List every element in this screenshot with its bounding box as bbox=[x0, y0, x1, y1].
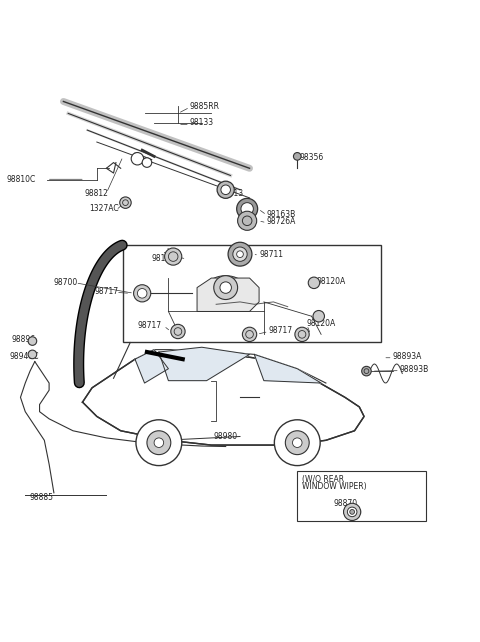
Circle shape bbox=[136, 420, 182, 465]
Ellipse shape bbox=[206, 275, 245, 300]
FancyBboxPatch shape bbox=[297, 471, 426, 521]
Circle shape bbox=[220, 282, 231, 293]
Text: 98133: 98133 bbox=[190, 118, 214, 127]
Text: 98893B: 98893B bbox=[400, 365, 429, 374]
Circle shape bbox=[242, 327, 257, 342]
Text: 98885: 98885 bbox=[29, 493, 53, 502]
Text: 98120A: 98120A bbox=[307, 319, 336, 328]
Circle shape bbox=[313, 311, 324, 322]
FancyBboxPatch shape bbox=[123, 245, 381, 342]
Text: 1327AC: 1327AC bbox=[90, 204, 120, 213]
Circle shape bbox=[295, 327, 309, 342]
Text: 98810C: 98810C bbox=[6, 175, 36, 184]
Circle shape bbox=[293, 153, 301, 160]
Circle shape bbox=[308, 277, 320, 288]
Text: 98896: 98896 bbox=[12, 334, 36, 343]
Circle shape bbox=[137, 288, 147, 298]
Circle shape bbox=[350, 510, 355, 514]
Circle shape bbox=[165, 248, 182, 265]
Text: 98711: 98711 bbox=[259, 250, 283, 259]
Circle shape bbox=[241, 203, 253, 215]
Circle shape bbox=[28, 350, 36, 359]
Text: 98163B: 98163B bbox=[267, 209, 296, 219]
Text: 98893A: 98893A bbox=[393, 352, 422, 361]
Circle shape bbox=[131, 153, 144, 165]
Circle shape bbox=[142, 158, 152, 168]
Circle shape bbox=[228, 242, 252, 266]
Circle shape bbox=[344, 503, 361, 521]
Polygon shape bbox=[135, 350, 168, 383]
Text: 98356: 98356 bbox=[299, 153, 324, 162]
Circle shape bbox=[147, 431, 171, 455]
Circle shape bbox=[171, 324, 185, 339]
Text: 98700: 98700 bbox=[54, 279, 78, 288]
Circle shape bbox=[362, 367, 371, 376]
Circle shape bbox=[154, 438, 164, 447]
Text: 98120A: 98120A bbox=[316, 277, 346, 286]
Circle shape bbox=[217, 181, 234, 198]
Circle shape bbox=[237, 198, 258, 220]
Circle shape bbox=[233, 247, 247, 261]
Text: 98717: 98717 bbox=[269, 326, 293, 335]
Circle shape bbox=[237, 251, 243, 257]
Circle shape bbox=[120, 197, 131, 209]
Polygon shape bbox=[254, 354, 321, 383]
Text: 98713: 98713 bbox=[219, 189, 243, 198]
Circle shape bbox=[292, 438, 302, 447]
Text: 98980: 98980 bbox=[214, 432, 238, 441]
Circle shape bbox=[285, 431, 309, 455]
Text: (W/O REAR: (W/O REAR bbox=[302, 475, 344, 484]
Polygon shape bbox=[83, 350, 364, 445]
Polygon shape bbox=[197, 278, 259, 311]
Polygon shape bbox=[159, 347, 250, 381]
Text: 98812: 98812 bbox=[85, 189, 109, 198]
Circle shape bbox=[28, 337, 36, 345]
Circle shape bbox=[133, 285, 151, 302]
Circle shape bbox=[348, 507, 357, 517]
Text: 98717: 98717 bbox=[138, 321, 162, 330]
Text: 98726A: 98726A bbox=[267, 217, 296, 226]
Text: WINDOW WIPER): WINDOW WIPER) bbox=[302, 482, 367, 491]
Text: 98870: 98870 bbox=[333, 499, 357, 508]
Circle shape bbox=[238, 211, 257, 230]
Circle shape bbox=[275, 420, 320, 465]
Text: 98940C: 98940C bbox=[10, 352, 39, 361]
Text: 98120A: 98120A bbox=[152, 254, 181, 263]
Text: 98717: 98717 bbox=[95, 287, 119, 296]
Circle shape bbox=[221, 185, 230, 195]
Text: 9885RR: 9885RR bbox=[190, 101, 220, 111]
Circle shape bbox=[214, 275, 238, 300]
